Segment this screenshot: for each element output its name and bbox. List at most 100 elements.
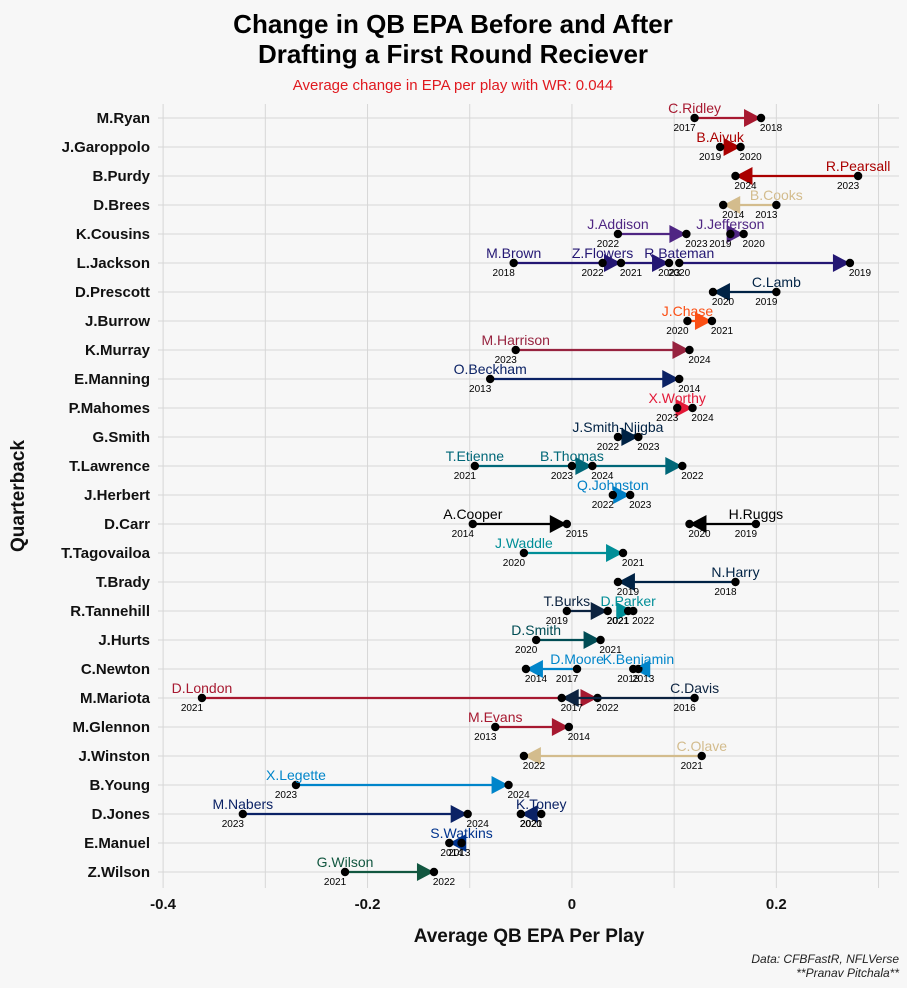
arrow-b-cooks: 2013 2014 B.Cooks: [719, 187, 803, 221]
y-tick-label: T.Brady: [96, 574, 151, 591]
start-point: [470, 461, 480, 471]
receiver-label: A.Cooper: [443, 506, 502, 522]
arrow-head: [652, 254, 670, 272]
y-tick-labels: M.Ryan J.Garoppolo B.Purdy D.Brees K.Cousins…: [61, 110, 151, 881]
arrow-head: [549, 515, 567, 533]
end-year-label: 2020: [668, 268, 691, 279]
end-point: [685, 519, 694, 529]
end-year-label: 2024: [591, 471, 614, 482]
arrow-head: [523, 747, 541, 765]
y-tick-label: K.Cousins: [76, 226, 150, 243]
caption-source: Data: CFBFastR, NFLVerse: [751, 952, 899, 966]
end-year-label: 2014: [568, 732, 591, 743]
start-year-label: 2014: [440, 848, 463, 859]
arrow-head: [606, 544, 624, 562]
receiver-label: M.Nabers: [212, 796, 273, 812]
start-point: [683, 316, 692, 326]
arrow-head: [694, 312, 712, 330]
receiver-label: R.Pearsall: [826, 158, 891, 174]
start-point: [468, 519, 477, 529]
start-year-label: 2019: [755, 297, 778, 308]
chart-subtitle: Average change in EPA per play with WR: …: [293, 77, 613, 94]
receiver-label: J.Jefferson: [696, 216, 764, 232]
arrow-head: [832, 254, 850, 272]
start-point: [519, 548, 529, 558]
start-year-label: 2019: [735, 529, 758, 540]
start-year-label: 2021: [520, 819, 543, 830]
end-point: [429, 867, 439, 877]
end-point: [445, 838, 454, 848]
receiver-label: Q.Johnston: [577, 477, 649, 493]
start-point: [531, 635, 541, 645]
receiver-label: D.Moore: [550, 651, 604, 667]
end-year-label: 2022: [523, 761, 546, 772]
end-year-label: 2013: [448, 848, 471, 859]
end-point: [845, 258, 855, 268]
end-year-label: 2019: [849, 268, 872, 279]
end-point: [519, 751, 529, 761]
end-point: [588, 461, 597, 471]
start-point: [340, 867, 350, 877]
end-point: [736, 142, 745, 152]
end-year-label: 2021: [599, 645, 622, 656]
end-point: [708, 287, 718, 297]
arrow-a-cooper: 2014 2015 A.Cooper: [443, 506, 588, 540]
arrow-head: [491, 776, 509, 794]
end-point: [719, 200, 728, 210]
start-year-label: 2018: [617, 674, 640, 685]
receiver-label: J.Addison: [587, 216, 648, 232]
receiver-label: T.Burks: [543, 593, 590, 609]
arrow-c-olave: 2021 2022 C.Olave: [519, 738, 727, 772]
receiver-label: C.Ridley: [668, 100, 721, 116]
y-tick-label: K.Murray: [85, 342, 151, 359]
arrow-z-flowers: 2022 2021 Z.Flowers: [572, 245, 643, 279]
receiver-label: H.Ruggs: [729, 506, 783, 522]
arrow-q-johnston: 2022 2023 Q.Johnston: [577, 477, 652, 511]
start-year-label: 2016: [673, 703, 696, 714]
y-tick-label: M.Mariota: [80, 690, 151, 707]
start-point: [772, 200, 781, 210]
end-year-label: 2021: [622, 558, 645, 569]
y-tick-label: Z.Wilson: [88, 864, 150, 881]
start-year-label: 2023: [837, 181, 860, 192]
arrow-head: [672, 341, 690, 359]
end-year-label: 2013: [632, 674, 655, 685]
arrow-head: [621, 428, 639, 446]
start-year-label: 2021: [681, 761, 704, 772]
start-year-label: 2021: [181, 703, 204, 714]
start-year-label: 2020: [666, 326, 689, 337]
arrow-m-harrison: 2023 2024 M.Harrison: [481, 332, 711, 366]
end-year-label: 2023: [629, 500, 652, 511]
chart-title-line-2: Drafting a First Round Reciever: [258, 39, 648, 69]
receiver-label: B.Cooks: [750, 187, 803, 203]
arrow-head: [575, 457, 593, 475]
receiver-label: J.Waddle: [495, 535, 553, 551]
end-year-label: 2020: [688, 529, 711, 540]
start-year-label: 2021: [454, 471, 477, 482]
start-point: [485, 374, 495, 384]
receiver-label: Z.Flowers: [572, 245, 633, 261]
arrow-j-chase: 2020 2021 J.Chase: [662, 303, 734, 337]
y-axis-label: Quarterback: [8, 440, 29, 552]
receiver-label: K.Toney: [516, 796, 567, 812]
y-tick-label: L.Jackson: [77, 255, 150, 272]
start-point: [673, 403, 682, 413]
arrow-r-pearsall: 2023 2024 R.Pearsall: [731, 158, 890, 192]
receiver-label: J.Smith-Njigba: [572, 419, 663, 435]
end-point: [685, 345, 694, 355]
end-year-label: 2019: [617, 587, 640, 598]
receiver-label: R.Bateman: [644, 245, 714, 261]
receiver-label: J.Chase: [662, 303, 714, 319]
receiver-label: G.Wilson: [317, 854, 374, 870]
receiver-label: O.Beckham: [454, 361, 527, 377]
end-point: [562, 519, 572, 529]
start-point: [562, 606, 572, 616]
arrow-t-burks: 2019 2021 T.Burks: [543, 593, 629, 627]
arrow-head: [520, 805, 538, 823]
start-year-label: 2019: [546, 616, 569, 627]
end-year-label: 2022: [433, 877, 456, 888]
start-point: [598, 258, 607, 268]
end-year-label: 2021: [620, 268, 643, 279]
